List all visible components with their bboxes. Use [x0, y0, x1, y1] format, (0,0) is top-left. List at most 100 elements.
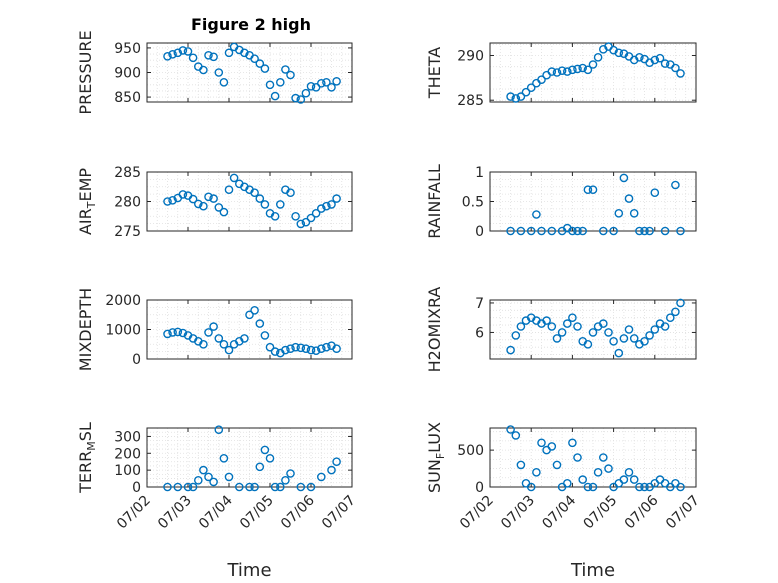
x-tick-label: 07/06 — [278, 492, 318, 532]
data-point — [199, 201, 208, 211]
data-point — [173, 48, 183, 58]
data-point — [178, 328, 188, 338]
data-point — [260, 331, 270, 340]
data-point — [173, 327, 183, 337]
data-point — [660, 59, 670, 68]
data-point — [255, 319, 265, 328]
data-point — [521, 87, 531, 97]
x-axis-label: Time — [226, 560, 271, 581]
y-tick-label: 6 — [475, 325, 484, 341]
data-point — [511, 94, 521, 103]
data-point — [588, 328, 598, 337]
data-point — [296, 482, 306, 492]
data-point — [650, 325, 660, 334]
data-point — [306, 345, 316, 355]
x-tick-label: 07/05 — [237, 493, 277, 533]
y-tick-label: 900 — [114, 66, 141, 82]
data-point — [629, 208, 639, 218]
data-point — [573, 64, 582, 74]
data-point — [286, 188, 295, 197]
data-point — [599, 319, 608, 328]
data-point — [660, 322, 670, 331]
data-point — [260, 445, 270, 455]
data-point — [671, 180, 680, 190]
data-point — [552, 68, 562, 77]
y-tick-label: 7 — [475, 296, 484, 312]
data-point — [168, 50, 177, 59]
data-point — [240, 334, 249, 343]
data-point — [629, 475, 639, 484]
data-point — [224, 345, 234, 355]
data-point — [229, 173, 239, 183]
data-point — [209, 194, 218, 203]
data-point — [250, 54, 259, 64]
data-point — [593, 467, 603, 477]
data-point — [609, 336, 618, 346]
y-tick-label: 1000 — [105, 323, 141, 339]
data-point — [542, 316, 551, 325]
data-point — [322, 342, 331, 352]
data-point — [306, 482, 316, 492]
data-point — [583, 65, 593, 75]
y-tick-label: 1 — [475, 165, 484, 181]
axes-box — [489, 42, 697, 103]
x-tick-label: 07/05 — [581, 493, 621, 533]
data-point — [291, 211, 300, 221]
x-tick-label: 07/04 — [196, 492, 236, 532]
data-point — [676, 482, 685, 492]
axes-box — [146, 427, 353, 488]
data-point — [265, 342, 275, 352]
data-point — [624, 467, 634, 477]
data-point — [599, 453, 608, 462]
data-point — [301, 344, 311, 354]
data-point — [327, 200, 336, 209]
data-point — [270, 347, 280, 356]
data-point — [578, 63, 588, 73]
data-point — [193, 475, 203, 485]
data-point — [671, 63, 680, 73]
data-point — [260, 200, 270, 209]
data-point — [275, 482, 285, 492]
data-point — [183, 482, 193, 492]
data-point — [224, 472, 234, 482]
data-point — [332, 77, 341, 86]
data-point — [178, 190, 188, 199]
data-point — [655, 475, 665, 484]
data-point — [204, 51, 213, 60]
data-point — [511, 431, 521, 440]
data-point — [163, 197, 172, 206]
data-point — [275, 200, 285, 209]
data-point — [255, 194, 265, 203]
data-point — [563, 319, 572, 328]
data-point — [588, 60, 598, 69]
y-axis-label: MIXDEPTH — [76, 288, 95, 371]
data-point — [214, 203, 224, 212]
data-point — [645, 226, 654, 236]
data-point — [291, 93, 300, 103]
data-point — [655, 53, 665, 63]
data-point — [640, 482, 649, 492]
data-point — [173, 482, 183, 492]
subplot-air-temp: 275 280 285 AIRTEMP — [76, 165, 353, 240]
data-point — [573, 322, 582, 331]
data-point — [537, 226, 546, 236]
data-point — [281, 345, 290, 355]
data-point — [332, 194, 341, 203]
y-axis-label: THETA — [425, 47, 444, 99]
x-tick-label: 07/07 — [663, 493, 703, 533]
data-point — [209, 477, 218, 487]
y-tick-label: 200 — [114, 446, 141, 462]
data-point — [183, 47, 193, 56]
data-point — [163, 52, 172, 61]
data-point — [286, 70, 295, 80]
data-point — [568, 226, 577, 236]
data-point — [650, 55, 660, 65]
data-point — [629, 334, 639, 343]
data-point — [537, 75, 546, 84]
y-tick-label: 0 — [475, 224, 484, 240]
data-point — [542, 70, 551, 80]
data-point — [296, 219, 306, 229]
data-point — [563, 478, 572, 488]
